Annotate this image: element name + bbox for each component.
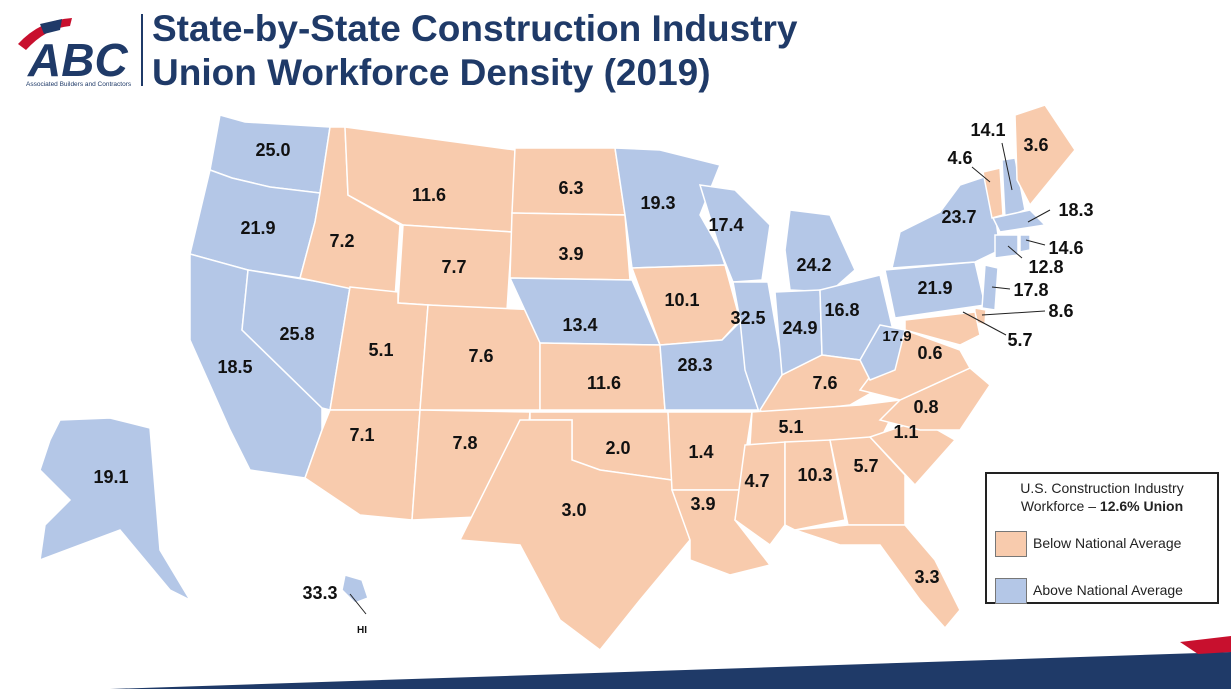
- value-label-mi: 24.2: [796, 255, 831, 275]
- value-label-tx: 3.0: [561, 500, 586, 520]
- value-label-sd: 3.9: [558, 244, 583, 264]
- state-nh: [1001, 157, 1026, 220]
- value-label-wy: 7.7: [441, 257, 466, 277]
- value-label-la: 3.9: [690, 494, 715, 514]
- value-label-wa: 25.0: [255, 140, 290, 160]
- state-wv: [859, 324, 906, 381]
- logo-subtext: Associated Builders and Contractors: [26, 81, 132, 88]
- value-label-fl: 3.3: [914, 567, 939, 587]
- value-label-pa: 21.9: [917, 278, 952, 298]
- value-label-me: 3.6: [1023, 135, 1048, 155]
- value-label-mt: 11.6: [412, 185, 446, 205]
- state-tag-hi: HI: [357, 625, 367, 636]
- value-label-mo: 28.3: [677, 355, 712, 375]
- leader-ct: [1007, 245, 1023, 259]
- state-tx: [458, 419, 691, 652]
- value-label-ny: 23.7: [941, 207, 976, 227]
- leader-nj: [991, 286, 1011, 290]
- leader-vt: [971, 166, 991, 183]
- footer-stripe-red: [1180, 636, 1231, 654]
- page-title-line-2: Union Workforce Density (2019): [152, 52, 711, 93]
- value-label-ky: 7.6: [812, 373, 837, 393]
- value-label-sc: 1.1: [893, 422, 918, 442]
- value-label-tn: 5.1: [778, 417, 803, 437]
- leader-ri: [1025, 239, 1046, 246]
- state-ga: [829, 436, 906, 526]
- state-fl: [794, 524, 961, 630]
- legend-title-prefix: Workforce –: [1020, 498, 1100, 514]
- logo-wordmark: ABC: [27, 34, 128, 86]
- value-label-nj: 17.8: [1013, 280, 1048, 300]
- state-me: [1014, 104, 1076, 207]
- state-ma: [991, 209, 1047, 233]
- state-hi: [341, 574, 369, 604]
- leader-lines: [349, 142, 1051, 615]
- value-label-ok: 2.0: [605, 438, 630, 458]
- value-label-md: 5.7: [1007, 330, 1032, 350]
- value-label-ks: 11.6: [587, 373, 621, 393]
- footer-stripe-navy: [110, 652, 1231, 689]
- value-label-in: 24.9: [782, 318, 817, 338]
- abc-logo: ABC Associated Builders and Contractors: [18, 18, 132, 88]
- value-label-nh: 14.1: [970, 120, 1005, 140]
- value-label-nd: 6.3: [558, 178, 583, 198]
- value-label-id: 7.2: [329, 231, 354, 251]
- value-label-ar: 1.4: [688, 442, 713, 462]
- value-label-co: 7.6: [468, 346, 493, 366]
- leader-de: [981, 310, 1046, 316]
- legend-swatch-above: [995, 578, 1027, 604]
- value-label-vt: 4.6: [947, 148, 972, 168]
- value-label-ne: 13.4: [562, 315, 597, 335]
- state-ms: [734, 441, 786, 547]
- value-label-hi: 33.3: [302, 583, 337, 603]
- value-label-nc: 0.8: [913, 397, 938, 417]
- value-label-wi: 17.4: [708, 215, 743, 235]
- value-label-nv: 25.8: [279, 324, 314, 344]
- value-label-al: 10.3: [797, 465, 832, 485]
- leader-md: [962, 311, 1007, 336]
- value-label-ct: 12.8: [1028, 257, 1063, 277]
- legend-label-above: Above National Average: [1033, 582, 1183, 598]
- legend-title-line-1: U.S. Construction Industry: [1020, 480, 1184, 496]
- value-label-ms: 4.7: [744, 471, 769, 491]
- legend-title-line-2: Workforce – 12.6% Union: [987, 498, 1217, 514]
- value-label-de: 8.6: [1048, 301, 1073, 321]
- state-md: [904, 311, 981, 346]
- value-label-ri: 14.6: [1048, 238, 1083, 258]
- state-nj: [981, 264, 999, 311]
- leader-nh: [1001, 142, 1013, 191]
- value-label-az: 7.1: [349, 425, 374, 445]
- leader-hi: [349, 593, 367, 615]
- value-label-ia: 10.1: [664, 290, 699, 310]
- value-label-il: 32.5: [730, 308, 765, 328]
- value-label-ma: 18.3: [1058, 200, 1093, 220]
- logo-flag-field-icon: [40, 19, 62, 34]
- value-label-ak: 19.1: [93, 467, 128, 487]
- value-label-va: 0.6: [917, 343, 942, 363]
- value-label-nm: 7.8: [452, 433, 477, 453]
- value-label-ga: 5.7: [853, 456, 878, 476]
- value-label-wv: 17.9: [882, 328, 911, 345]
- leader-ma: [1027, 209, 1051, 223]
- page-title-line-1: State-by-State Construction Industry: [152, 8, 798, 49]
- value-label-or: 21.9: [240, 218, 275, 238]
- legend-label-below: Below National Average: [1033, 535, 1182, 551]
- legend-title-union-share: 12.6% Union: [1099, 498, 1184, 514]
- value-label-mn: 19.3: [640, 193, 675, 213]
- legend-swatch-below: [995, 531, 1027, 557]
- state-ri: [1019, 234, 1031, 253]
- state-wi: [698, 184, 771, 283]
- legend: U.S. Construction Industry Workforce – 1…: [985, 472, 1219, 604]
- value-label-ut: 5.1: [368, 340, 393, 360]
- title-divider: [141, 14, 143, 86]
- value-label-oh: 16.8: [824, 300, 859, 320]
- value-label-ca: 18.5: [217, 357, 252, 377]
- state-ak: [39, 417, 192, 602]
- state-al: [784, 439, 846, 531]
